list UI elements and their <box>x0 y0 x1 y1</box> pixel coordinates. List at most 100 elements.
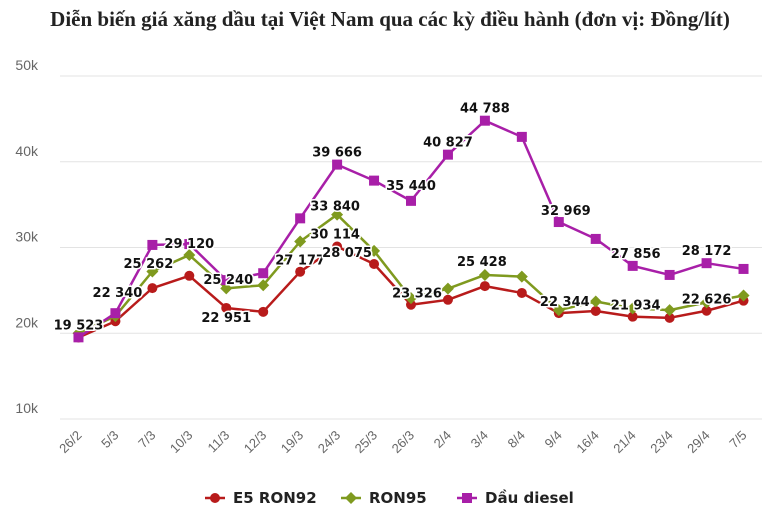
data-point <box>146 265 159 278</box>
data-point <box>479 115 490 126</box>
data-point <box>258 268 269 279</box>
data-label: 39 666 <box>312 146 362 161</box>
data-point <box>406 195 416 206</box>
data-point <box>295 213 306 224</box>
chart-title: Diễn biến giá xăng dầu tại Việt Nam qua … <box>50 7 730 31</box>
data-point <box>627 260 638 271</box>
data-point <box>515 270 528 283</box>
x-tick-label: 5/3 <box>98 428 121 451</box>
data-point <box>738 263 749 274</box>
legend-label: E5 RON92 <box>233 489 317 507</box>
series-lines <box>72 115 750 343</box>
data-label: 35 440 <box>386 179 436 194</box>
data-point <box>663 304 676 317</box>
data-point <box>664 269 675 280</box>
data-label: 30 114 <box>310 228 360 243</box>
x-tick-label: 8/4 <box>505 428 528 451</box>
data-point <box>590 233 601 244</box>
x-tick-label: 23/4 <box>647 428 676 457</box>
data-point <box>332 159 343 170</box>
data-point <box>552 304 565 317</box>
data-label: 32 969 <box>541 204 591 219</box>
data-point <box>478 268 491 281</box>
x-tick-label: 29/4 <box>684 428 713 457</box>
x-tick-label: 12/3 <box>241 428 270 457</box>
data-label: 22 951 <box>201 311 251 326</box>
y-tick-label: 50k <box>15 57 39 73</box>
data-point <box>442 294 453 305</box>
data-point <box>147 239 158 250</box>
x-tick-label: 11/3 <box>205 428 233 456</box>
data-point <box>553 217 564 228</box>
legend-item[interactable]: Dầu diesel <box>457 489 574 507</box>
y-tick-label: 30k <box>15 229 39 245</box>
data-label: 25 240 <box>203 273 253 288</box>
data-point <box>258 306 269 317</box>
data-point <box>257 279 270 292</box>
data-point <box>147 283 158 294</box>
data-point <box>701 258 712 269</box>
data-point <box>589 295 602 308</box>
legend-label: Dầu diesel <box>485 489 574 507</box>
x-tick-label: 24/3 <box>315 428 344 457</box>
x-tick-label: 9/4 <box>542 428 565 451</box>
data-point <box>701 305 712 316</box>
data-point <box>590 305 601 316</box>
data-label: 33 840 <box>310 200 360 215</box>
legend-marker <box>210 493 220 503</box>
series-1 <box>72 208 750 340</box>
data-point <box>664 312 675 323</box>
data-point <box>406 299 416 310</box>
legend-item[interactable]: E5 RON92 <box>205 489 317 507</box>
data-point <box>626 302 639 315</box>
data-label: 22 344 <box>540 295 590 310</box>
x-tick-label: 21/4 <box>610 428 639 457</box>
x-tick-label: 25/3 <box>352 428 381 457</box>
y-axis-ticks: 10k 20k 30k 40k 50k <box>15 57 39 416</box>
x-tick-label: 19/3 <box>278 428 307 457</box>
data-point <box>369 259 380 270</box>
data-label: 29 120 <box>164 237 214 252</box>
x-axis-ticks: 26/2 5/3 7/3 10/3 11/3 12/3 19/3 24/3 25/3 26/3 2/… <box>56 428 750 457</box>
data-label: 40 827 <box>423 136 473 151</box>
data-point <box>110 308 121 319</box>
x-tick-label: 26/3 <box>389 428 418 457</box>
data-label: 23 326 <box>392 287 442 302</box>
data-point <box>479 281 490 292</box>
data-point <box>737 289 750 302</box>
data-point <box>516 287 527 298</box>
data-point <box>405 292 417 305</box>
data-point <box>294 235 307 248</box>
data-point <box>332 241 343 252</box>
data-point <box>295 266 306 277</box>
data-point <box>368 244 381 257</box>
x-tick-label: 16/4 <box>573 428 602 457</box>
grid-lines <box>60 75 762 420</box>
data-point <box>221 302 232 313</box>
legend: E5 RON92 RON95 Dầu diesel <box>205 489 574 507</box>
data-label: 28 075 <box>322 246 372 261</box>
y-tick-label: 10k <box>15 400 39 416</box>
data-label: 21 934 <box>611 299 661 314</box>
data-label: 25 262 <box>123 257 173 272</box>
y-tick-label: 20k <box>15 314 39 330</box>
data-point <box>183 249 196 262</box>
data-label: 28 172 <box>682 244 732 259</box>
data-point <box>184 270 195 281</box>
legend-marker <box>462 493 472 503</box>
legend-item[interactable]: RON95 <box>341 489 427 507</box>
data-point <box>73 332 84 343</box>
data-point <box>442 149 453 160</box>
data-label: 22 340 <box>93 286 143 301</box>
data-point <box>516 131 527 142</box>
x-tick-label: 7/3 <box>135 428 158 451</box>
y-tick-label: 40k <box>15 143 39 159</box>
data-point <box>627 311 638 322</box>
series-2 <box>73 115 749 343</box>
x-tick-label: 7/5 <box>726 428 749 451</box>
data-point <box>441 282 454 295</box>
data-point <box>369 175 380 186</box>
data-point <box>184 239 195 250</box>
x-tick-label: 26/2 <box>56 428 85 457</box>
